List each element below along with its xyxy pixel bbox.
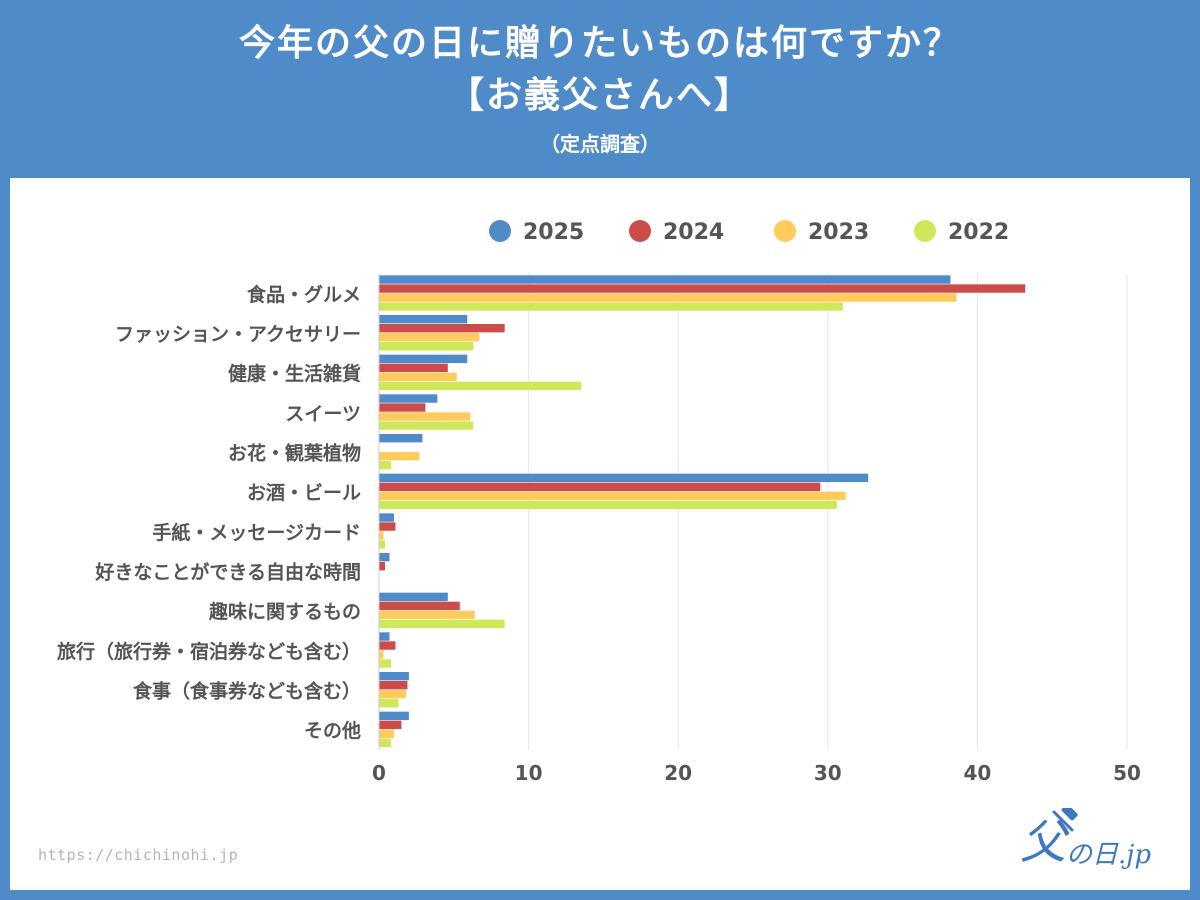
bar-2025-7 [379,553,390,562]
category-label: スイーツ [285,403,361,425]
x-tick-label: 50 [1113,761,1141,785]
legend-marker-2022 [914,220,936,242]
category-label: お酒・ビール [247,482,361,504]
bar-2024-6 [379,522,396,531]
logo-mark: 父 [1020,815,1070,869]
bar-2023-11 [379,729,394,739]
logo-text: の日.jp [1066,840,1151,870]
bar-2024-7 [379,562,385,571]
category-label: 旅行（旅行券・宿泊券なども含む） [57,640,361,663]
legend-label-2023: 2023 [808,220,869,245]
bar-2023-4 [379,452,420,461]
category-label: 食事（食事券なども含む） [133,680,361,703]
bar-2023-10 [379,690,406,699]
bar-2024-8 [379,601,460,611]
category-label: ファッション・アクセサリー [115,324,361,346]
category-label: その他 [304,719,361,742]
logo-hammer-head-icon [1061,808,1078,821]
bar-2024-3 [379,403,426,412]
bar-2024-1 [379,324,505,333]
bar-2022-1 [379,342,474,351]
bar-2025-4 [379,434,423,443]
x-tick-label: 10 [515,761,543,785]
bar-2024-10 [379,681,408,690]
bar-2025-10 [379,672,409,681]
category-label: 健康・生活雑貨 [228,362,361,385]
bar-2023-8 [379,610,475,620]
bar-2023-9 [379,650,384,659]
legend-marker-2025 [489,220,511,242]
chichinohi-logo: 父 [1020,808,1078,869]
bar-2025-2 [379,354,468,364]
category-label: 手紙・メッセージカード [152,521,361,544]
bar-2025-0 [379,275,951,284]
bar-2024-0 [379,284,1026,293]
bar-2024-9 [379,641,396,650]
bar-2024-2 [379,363,448,373]
bar-2022-10 [379,699,399,708]
bar-2024-11 [379,720,402,730]
category-label: 趣味に関するもの [208,600,361,623]
bar-2025-1 [379,315,468,324]
x-tick-label: 20 [664,761,692,785]
chart-note: （定点調査） [540,132,660,156]
legend-marker-2024 [629,220,651,242]
legend-label-2022: 2022 [948,220,1009,245]
legend-label-2025: 2025 [523,220,584,245]
bar-2023-1 [379,333,480,342]
bar-2022-11 [379,738,391,748]
bar-2023-2 [379,372,457,382]
legend-label-2024: 2024 [663,220,724,245]
bar-2025-9 [379,632,390,641]
bar-2024-5 [379,482,821,492]
chart-subtitle: 【お義父さんへ】 [447,75,752,116]
legend-marker-2023 [774,220,796,242]
category-label: 好きなことができる自由な時間 [94,561,361,584]
bar-2023-0 [379,293,957,302]
bar-2022-5 [379,500,837,510]
bar-chart: 0 10 20 30 40 50 食品・グルメファッション・アクセサリー健康・生活雑貨スイー… [57,220,1141,785]
chart-panel: 0 10 20 30 40 50 食品・グルメファッション・アクセサリー健康・生活雑貨スイー… [10,178,1190,890]
bar-2023-6 [379,531,384,540]
bar-2022-8 [379,619,505,629]
x-tick-label: 40 [963,761,991,785]
bar-2022-6 [379,540,385,549]
logo-hammer-icon [1052,810,1074,832]
bar-2025-5 [379,473,869,483]
header: 今年の父の日に贈りたいものは何ですか？ 【お義父さんへ】 （定点調査） [0,0,1200,178]
category-label: 食品・グルメ [247,283,361,306]
source-url: https://chichinohi.jp [38,846,239,864]
bar-2025-3 [379,394,438,403]
bar-2022-3 [379,421,474,430]
bar-2025-6 [379,513,394,522]
category-label: お花・観葉植物 [228,442,361,465]
bar-2023-3 [379,412,471,421]
bar-2022-4 [379,461,391,470]
bar-2022-2 [379,381,581,391]
bar-2025-8 [379,592,448,602]
bar-2023-5 [379,491,846,501]
x-tick-label: 30 [814,761,842,785]
x-tick-label: 0 [372,761,386,785]
bar-2022-0 [379,302,843,311]
chart-title: 今年の父の日に贈りたいものは何ですか？ [238,23,961,64]
bar-2025-11 [379,711,409,721]
bar-2022-9 [379,659,391,668]
